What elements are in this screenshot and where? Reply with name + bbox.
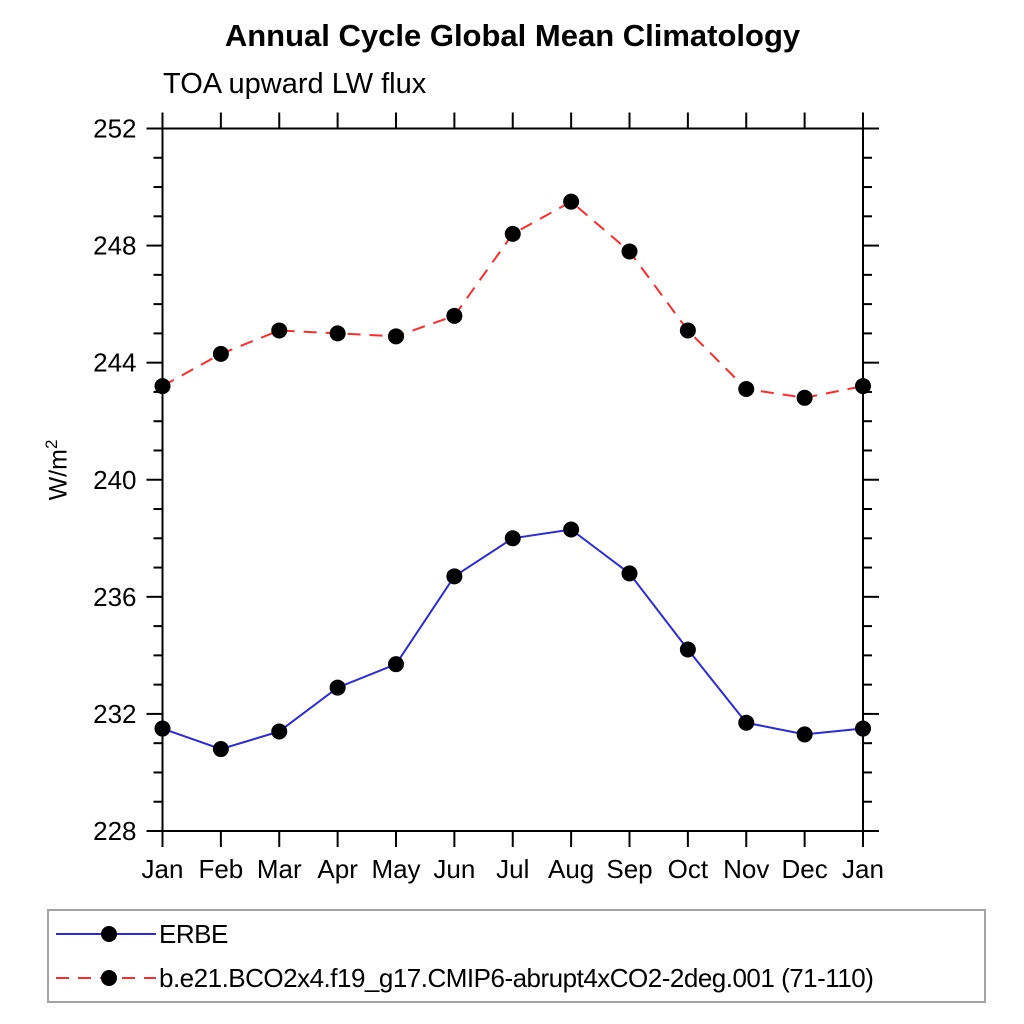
x-tick-label: Jan <box>842 854 884 884</box>
data-point-marker <box>154 378 171 395</box>
legend-line-sample-model <box>56 970 156 986</box>
x-tick-label: Jun <box>433 854 475 884</box>
series-line-0 <box>162 528 864 751</box>
chart-title: Annual Cycle Global Mean Climatology <box>224 18 801 53</box>
legend: ERBE b.e21.BCO2x4.f19_g17.CMIP6-abrupt4x… <box>47 909 986 1003</box>
data-point-marker <box>563 521 580 538</box>
x-tick-label: Mar <box>257 854 302 884</box>
data-point-marker <box>212 741 229 758</box>
y-tick-label: 236 <box>93 582 136 612</box>
y-tick-label: 240 <box>93 465 136 495</box>
data-point-marker <box>621 565 638 582</box>
legend-label-erbe: ERBE <box>159 918 228 949</box>
data-point-marker <box>679 322 696 339</box>
x-tick-label: Dec <box>782 854 828 884</box>
data-point-marker <box>796 726 813 743</box>
data-point-marker <box>504 530 521 547</box>
y-tick-label: 252 <box>93 114 136 144</box>
legend-line-sample-erbe <box>56 926 156 942</box>
x-tick-label: Sep <box>606 854 652 884</box>
data-point-marker <box>446 568 463 585</box>
data-point-marker <box>679 641 696 658</box>
x-tick-label: Oct <box>668 854 709 884</box>
data-point-marker <box>271 723 288 740</box>
data-point-marker <box>388 656 404 673</box>
data-point-marker <box>504 225 521 242</box>
data-point-marker <box>154 720 171 737</box>
data-point-marker <box>855 378 871 395</box>
legend-item-erbe: ERBE <box>53 914 984 954</box>
x-tick-label: Aug <box>548 854 594 884</box>
x-tick-label: Nov <box>723 854 769 884</box>
data-point-marker <box>738 714 755 731</box>
data-point-marker <box>329 325 346 342</box>
data-point-marker <box>796 389 813 406</box>
data-point-marker <box>271 322 288 339</box>
data-point-marker <box>388 328 404 345</box>
legend-item-model: b.e21.BCO2x4.f19_g17.CMIP6-abrupt4xCO2-2… <box>53 958 984 998</box>
y-tick-label: 228 <box>93 816 136 846</box>
data-point-marker <box>563 193 580 210</box>
y-tick-label: 232 <box>93 699 136 729</box>
x-tick-label: May <box>371 854 420 884</box>
data-point-marker <box>212 345 229 362</box>
data-point-marker <box>738 381 755 398</box>
x-tick-label: Apr <box>317 854 358 884</box>
data-point-marker <box>446 307 463 324</box>
x-tick-label: Jul <box>496 854 529 884</box>
x-tick-label: Feb <box>198 854 243 884</box>
chart-subtitle: TOA upward LW flux <box>163 68 427 100</box>
data-point-marker <box>855 720 871 737</box>
y-tick-label: 248 <box>93 231 136 261</box>
data-point-marker <box>621 243 638 260</box>
data-point-marker <box>329 679 346 696</box>
y-tick-label: 244 <box>93 348 136 378</box>
x-tick-label: Jan <box>142 854 184 884</box>
legend-label-model: b.e21.BCO2x4.f19_g17.CMIP6-abrupt4xCO2-2… <box>159 962 874 993</box>
